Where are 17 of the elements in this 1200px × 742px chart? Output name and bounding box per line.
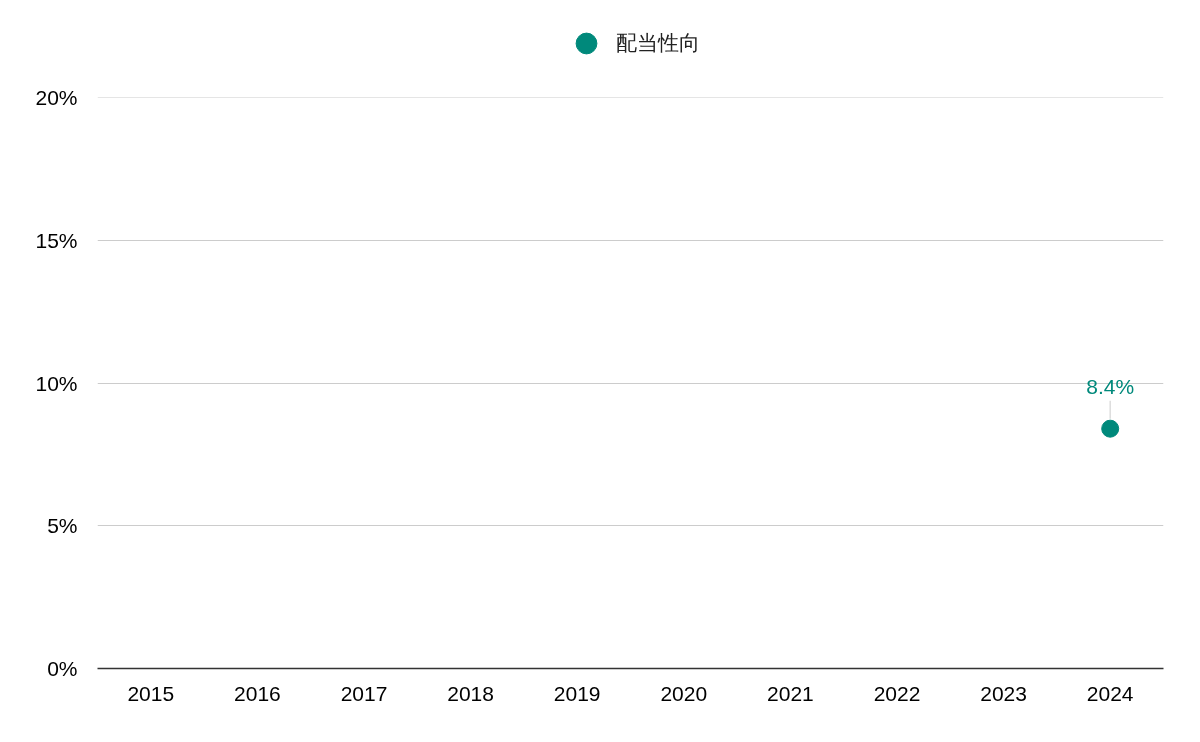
x-tick-label: 2019 bbox=[553, 681, 601, 705]
y-tick-label: 5% bbox=[47, 514, 78, 538]
x-tick-label: 2017 bbox=[340, 681, 388, 705]
y-tick-label: 20% bbox=[35, 86, 78, 109]
x-tick-label: 2020 bbox=[660, 681, 708, 705]
data-label: 8.4% bbox=[1086, 374, 1135, 398]
x-tick-label: 2015 bbox=[127, 681, 175, 705]
y-tick-label: 15% bbox=[35, 228, 78, 252]
y-tick-label: 10% bbox=[35, 371, 78, 395]
x-tick-label: 2023 bbox=[980, 681, 1027, 705]
y-tick-label: 0% bbox=[47, 657, 78, 680]
x-tick-label: 2024 bbox=[1086, 681, 1134, 705]
legend-label: 配当性向 bbox=[616, 29, 700, 56]
x-tick-label: 2021 bbox=[767, 681, 814, 705]
x-tick-label: 2022 bbox=[873, 681, 921, 705]
x-tick-label: 2016 bbox=[234, 681, 281, 705]
x-tick-label: 2018 bbox=[447, 681, 494, 705]
